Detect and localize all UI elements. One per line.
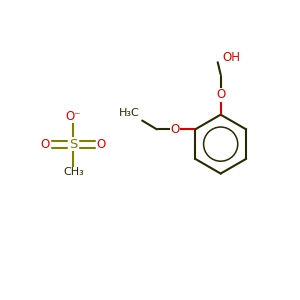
Text: O: O <box>170 123 180 136</box>
Text: O⁻: O⁻ <box>66 110 81 123</box>
Text: CH₃: CH₃ <box>63 167 84 177</box>
Text: O: O <box>216 88 225 101</box>
Text: S: S <box>69 138 78 151</box>
Text: H₃C: H₃C <box>118 108 139 118</box>
Text: OH: OH <box>222 51 240 64</box>
Text: O: O <box>97 138 106 151</box>
Text: O: O <box>41 138 50 151</box>
